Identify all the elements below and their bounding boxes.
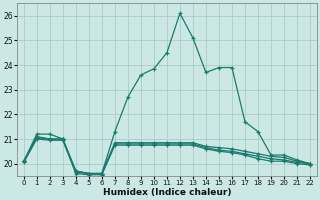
X-axis label: Humidex (Indice chaleur): Humidex (Indice chaleur)	[103, 188, 231, 197]
